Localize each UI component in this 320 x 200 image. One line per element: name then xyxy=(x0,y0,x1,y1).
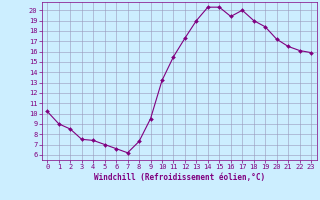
X-axis label: Windchill (Refroidissement éolien,°C): Windchill (Refroidissement éolien,°C) xyxy=(94,173,265,182)
